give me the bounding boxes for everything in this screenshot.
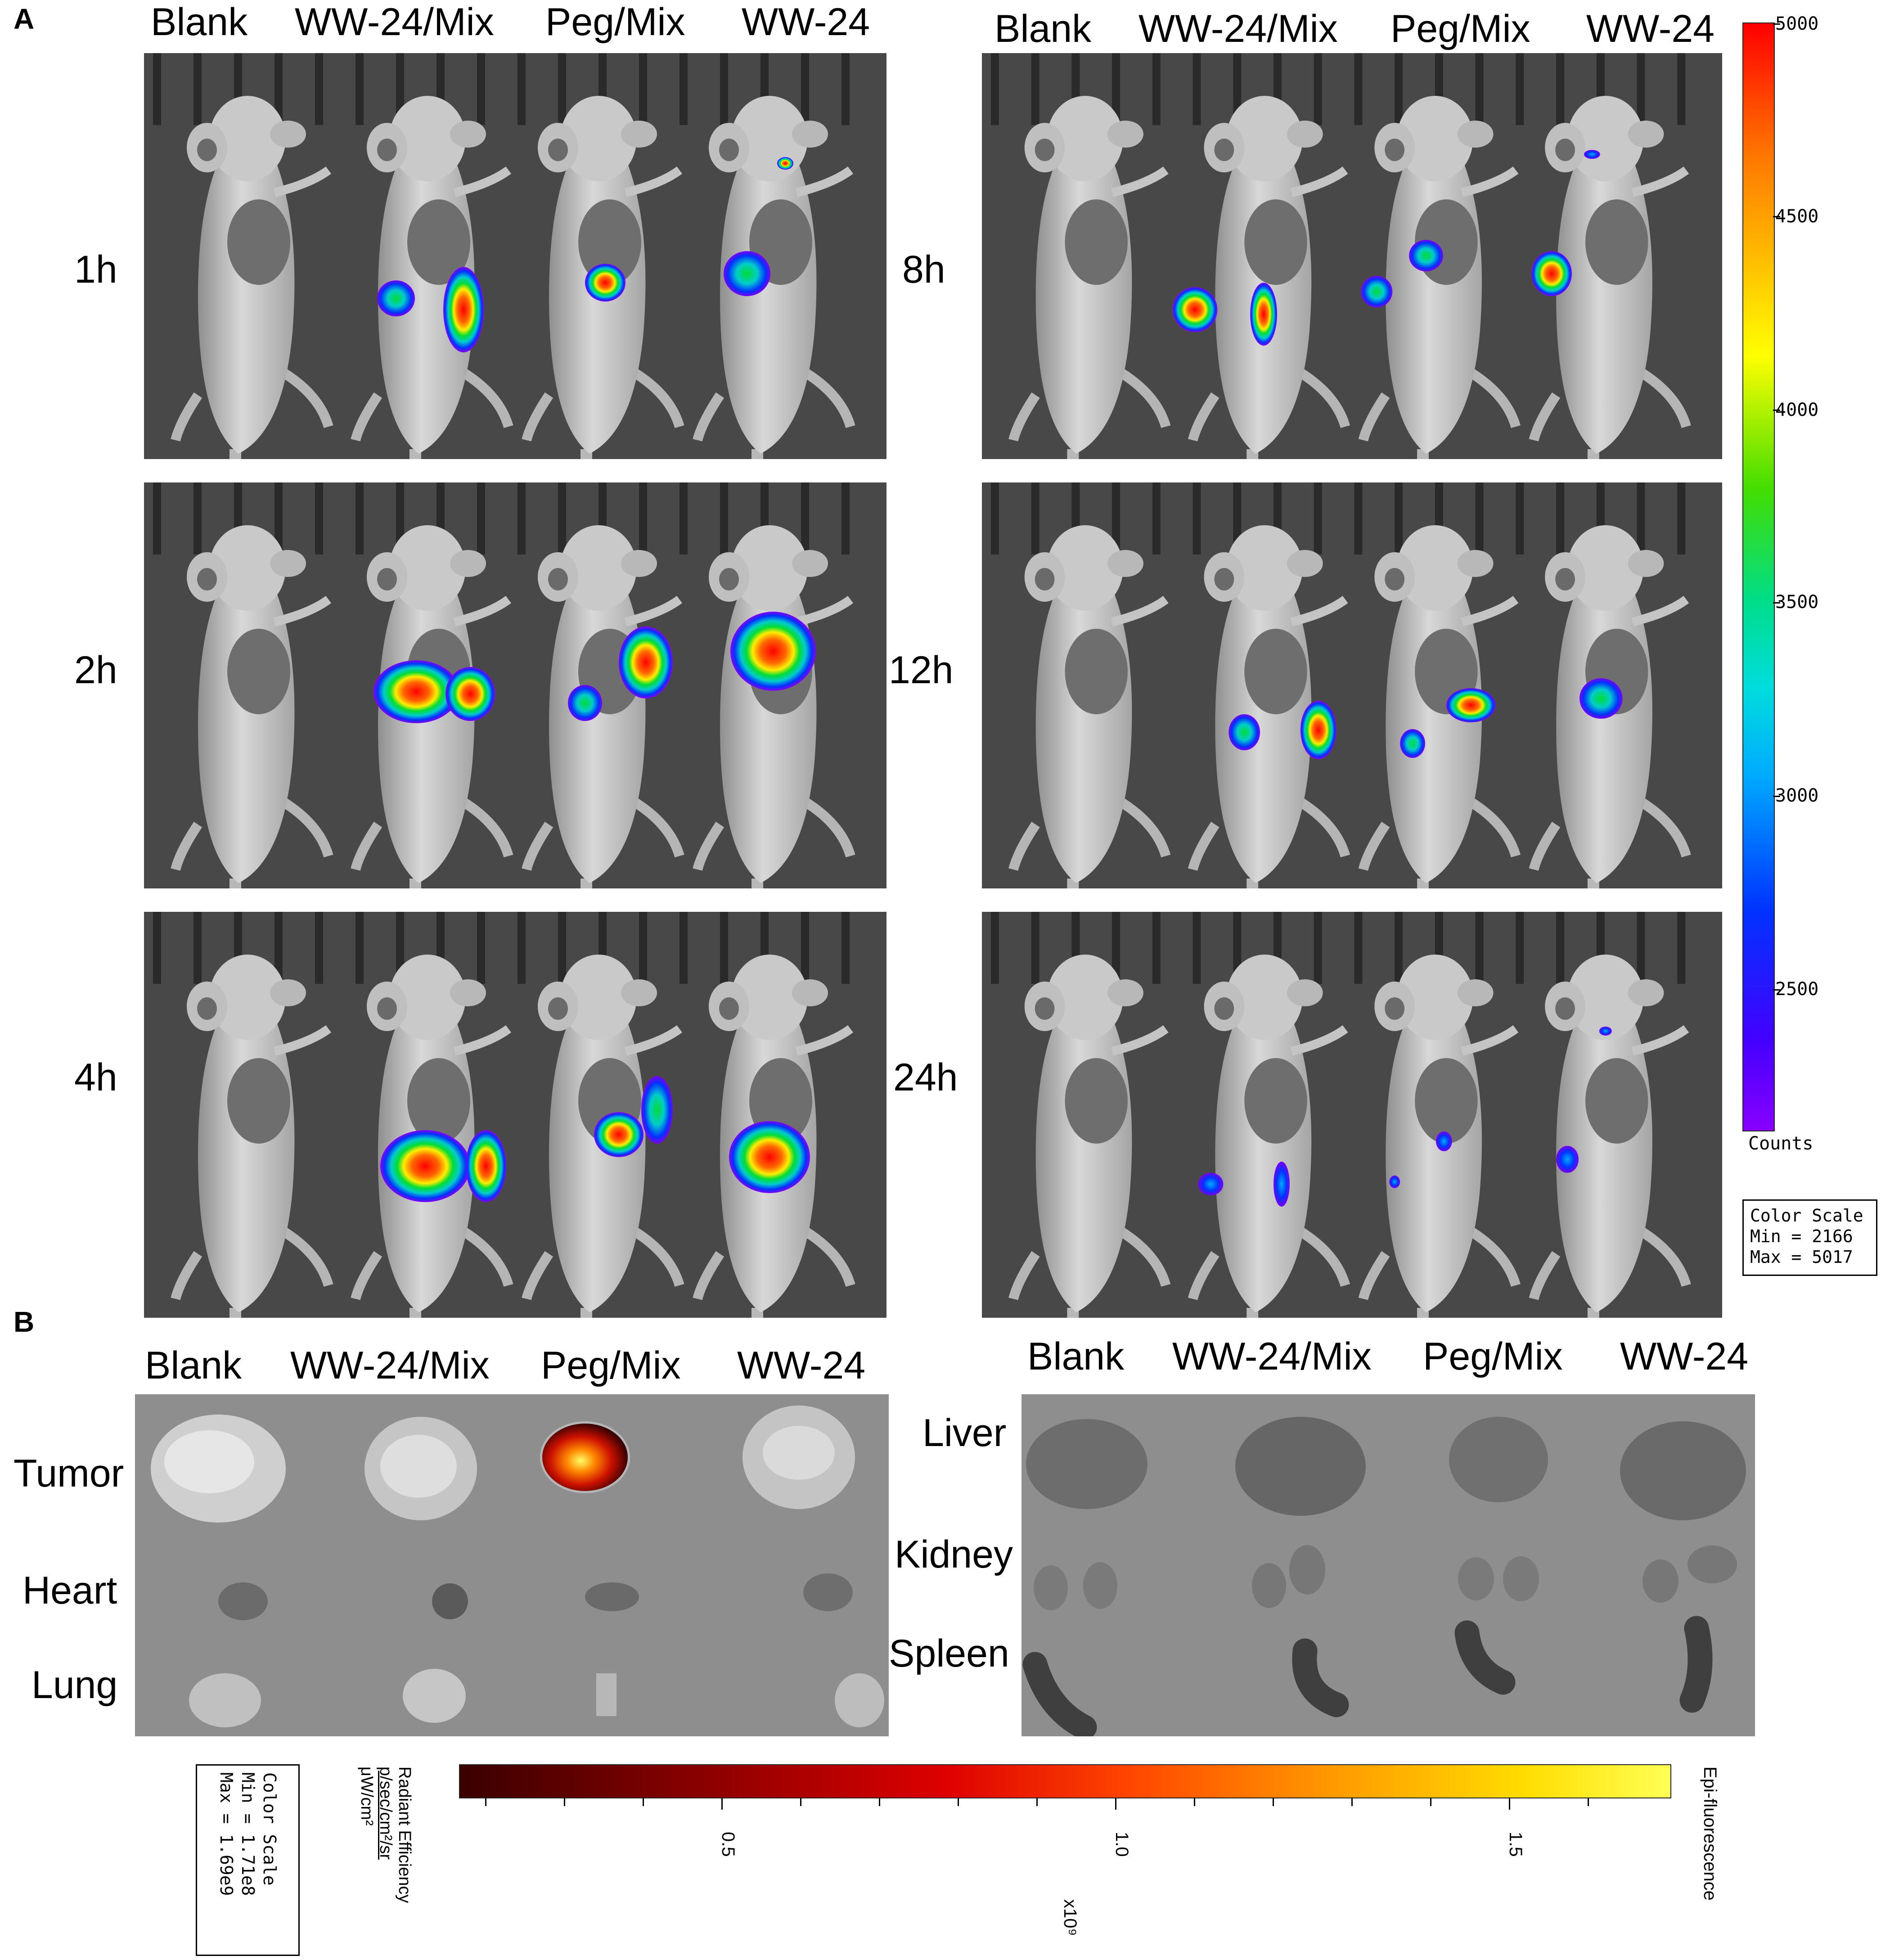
time-label-12h: 12h xyxy=(889,649,954,692)
photo-4h xyxy=(144,912,886,1318)
organ-photo-left xyxy=(135,1394,889,1736)
tick-mark xyxy=(643,1798,644,1806)
radiant-color-bar xyxy=(459,1764,1671,1798)
tick-mark xyxy=(1773,23,1780,25)
tick-mark xyxy=(485,1798,486,1806)
col-label-ww24-right: WW-24 xyxy=(1586,7,1715,50)
radiant-scale-info-box: Color Scale Min = 1.71e8 Max = 1.69e9 xyxy=(196,1764,300,1956)
col-label-ww24: WW-24 xyxy=(742,0,870,44)
counts-scale-max: Max = 5017 xyxy=(1750,1247,1853,1267)
organ-col-ww24-right: WW-24 xyxy=(1620,1335,1749,1378)
radiant-tick-0-5: 0.5 xyxy=(718,1832,738,1857)
counts-tick-4000: 4000 xyxy=(1775,400,1819,420)
organ-col-ww24-mix: WW-24/Mix xyxy=(290,1344,490,1387)
tick-mark xyxy=(1588,1798,1589,1806)
radiant-units-denominator: μW/cm² xyxy=(357,1766,376,1826)
organ-photo-right xyxy=(1022,1394,1755,1736)
time-label-2h: 2h xyxy=(74,649,117,692)
radiant-efficiency-label: Radiant Efficiency p/sec/cm²/sr μW/cm² xyxy=(357,1766,414,1903)
organ-label-kidney: Kidney xyxy=(895,1533,1013,1576)
photo-24h xyxy=(982,912,1722,1318)
organ-col-ww24-mix-right: WW-24/Mix xyxy=(1172,1335,1372,1378)
radiant-units-numerator: p/sec/cm²/sr xyxy=(376,1766,395,1860)
counts-scale-info-box: Color Scale Min = 2166 Max = 5017 xyxy=(1742,1199,1877,1276)
counts-tick-3500: 3500 xyxy=(1775,592,1819,613)
radiant-multiplier: x10⁹ xyxy=(1060,1899,1080,1936)
col-label-blank-right: Blank xyxy=(994,7,1092,50)
tick-mark xyxy=(564,1798,565,1806)
photo-1h xyxy=(144,53,886,459)
photo-12h xyxy=(982,482,1722,888)
radiant-scale-text: Color Scale Min = 1.71e8 Max = 1.69e9 xyxy=(216,1772,280,1896)
col-label-peg-mix: Peg/Mix xyxy=(545,0,685,44)
organ-label-lung: Lung xyxy=(32,1663,118,1707)
photo-8h xyxy=(982,53,1722,459)
tick-mark xyxy=(1773,410,1780,411)
counts-tick-5000: 5000 xyxy=(1775,14,1819,34)
organ-col-blank-right: Blank xyxy=(1027,1335,1125,1378)
tick-mark xyxy=(1773,602,1780,604)
organ-label-liver: Liver xyxy=(922,1411,1007,1455)
tick-mark xyxy=(1351,1798,1353,1806)
counts-unit-label: Counts xyxy=(1748,1133,1814,1154)
radiant-efficiency-title: Radiant Efficiency xyxy=(395,1766,414,1903)
organ-col-ww24: WW-24 xyxy=(737,1344,866,1387)
radiant-tick-1-5: 1.5 xyxy=(1506,1832,1526,1857)
counts-scale-min: Min = 2166 xyxy=(1750,1226,1853,1246)
col-label-ww24-mix-right: WW-24/Mix xyxy=(1138,7,1338,50)
tick-mark xyxy=(1036,1798,1038,1806)
time-label-24h: 24h xyxy=(893,1056,958,1099)
tick-mark xyxy=(1194,1798,1195,1806)
organ-col-blank: Blank xyxy=(145,1344,242,1387)
tick-mark xyxy=(1773,989,1780,991)
radiant-scale-min: Min = 1.71e8 xyxy=(238,1772,258,1896)
counts-scale-title: Color Scale xyxy=(1750,1206,1863,1226)
col-label-blank: Blank xyxy=(151,0,248,44)
time-label-4h: 4h xyxy=(74,1056,117,1099)
tick-mark xyxy=(1430,1798,1431,1806)
counts-tick-4500: 4500 xyxy=(1775,206,1819,227)
col-label-ww24-mix: WW-24/Mix xyxy=(295,0,494,44)
organ-label-tumor: Tumor xyxy=(14,1452,124,1495)
panel-b-letter: B xyxy=(14,1306,35,1338)
organ-label-heart: Heart xyxy=(22,1569,117,1612)
radiant-tick-1-0: 1.0 xyxy=(1112,1832,1132,1857)
tick-mark xyxy=(958,1798,959,1806)
photo-2h xyxy=(144,482,886,888)
time-label-1h: 1h xyxy=(74,248,117,291)
tick-mark xyxy=(1273,1798,1274,1806)
counts-tick-2500: 2500 xyxy=(1775,979,1819,1000)
tick-mark xyxy=(800,1798,801,1806)
organ-col-peg-mix: Peg/Mix xyxy=(541,1344,681,1387)
tick-mark xyxy=(1509,1798,1510,1810)
organ-col-peg-mix-right: Peg/Mix xyxy=(1423,1335,1563,1378)
tick-mark xyxy=(1773,216,1780,217)
organ-label-spleen: Spleen xyxy=(889,1632,1009,1675)
radiant-scale-title: Color Scale xyxy=(260,1772,279,1886)
tick-mark xyxy=(1115,1798,1116,1810)
radiant-scale-max: Max = 1.69e9 xyxy=(216,1772,236,1896)
counts-color-bar xyxy=(1742,23,1775,1131)
tick-mark xyxy=(1773,796,1780,797)
epi-fluorescence-label: Epi-fluorescence xyxy=(1700,1766,1720,1901)
col-label-peg-mix-right: Peg/Mix xyxy=(1390,7,1530,50)
time-label-8h: 8h xyxy=(902,248,945,291)
panel-a-letter: A xyxy=(14,3,35,35)
tick-mark xyxy=(721,1798,723,1810)
counts-tick-3000: 3000 xyxy=(1775,785,1819,806)
tick-mark xyxy=(879,1798,880,1806)
